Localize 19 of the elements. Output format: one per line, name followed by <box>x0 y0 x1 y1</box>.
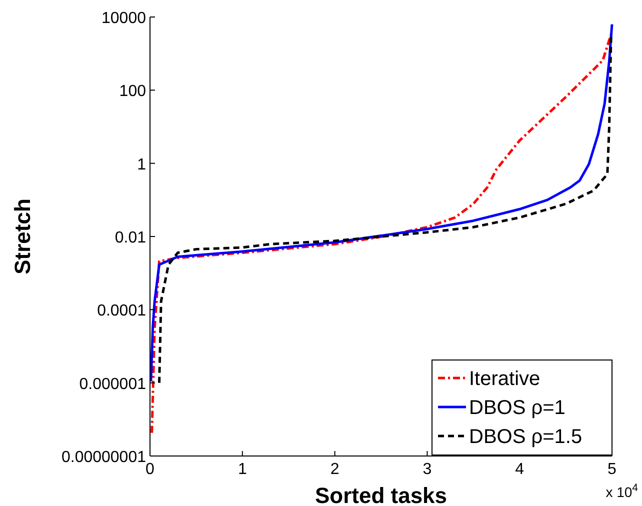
y-axis-title: Stretch <box>10 198 35 274</box>
y-tick-label: 0.00000001 <box>61 449 146 466</box>
legend-label: DBOS ρ=1.5 <box>469 426 582 448</box>
y-tick-label: 0.01 <box>114 230 146 246</box>
x-tick-label: 3 <box>422 461 432 478</box>
x-tick-label: 5 <box>608 461 617 478</box>
y-tick-label: 1 <box>137 156 146 174</box>
legend-label: Iterative <box>469 368 540 390</box>
y-tick-label: 100 <box>119 83 146 100</box>
y-tick-label: 10000 <box>102 10 146 27</box>
y-tick-label: 0.000001 <box>79 376 146 393</box>
x-tick-label: 4 <box>515 461 524 478</box>
y-tick-label: 0.0001 <box>97 302 146 320</box>
x-tick-label: 2 <box>330 461 340 478</box>
x-axis-title: Sorted tasks <box>314 483 448 506</box>
text: x 10$^{4}$ <box>606 482 638 500</box>
x-tick-label: 0 <box>146 461 155 478</box>
x-tick-label: 1 <box>238 461 247 478</box>
legend-label: DBOS ρ=1 <box>469 397 566 419</box>
